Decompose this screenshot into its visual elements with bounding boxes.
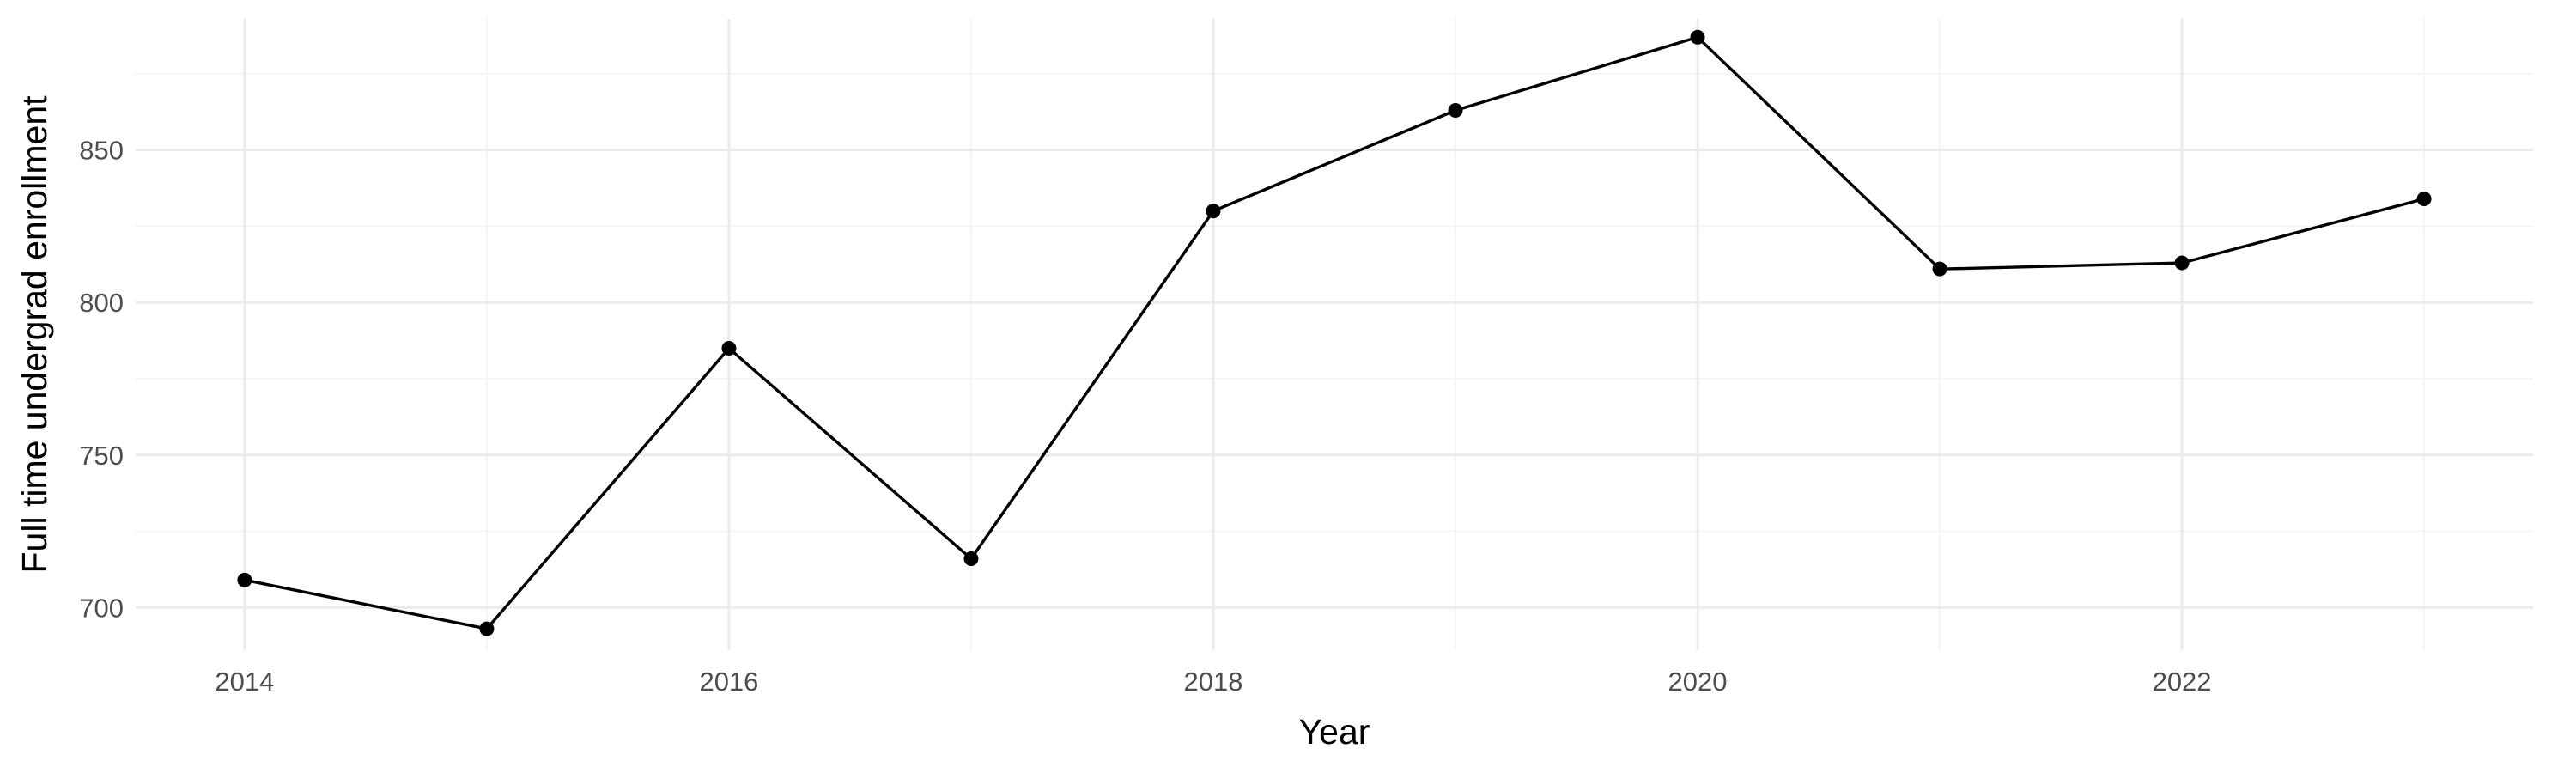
data-point [237,572,252,587]
data-points [237,29,2432,636]
x-axis-title: Year [1299,712,1370,752]
data-point [1448,103,1463,119]
data-point [1206,204,1221,219]
x-tick-label: 2018 [1184,666,1243,697]
y-tick-label: 800 [79,288,124,318]
x-tick-label: 2020 [1668,666,1728,697]
x-tick-label: 2022 [2153,666,2212,697]
y-tick-label: 850 [79,136,124,166]
y-tick-label: 750 [79,441,124,471]
minor-grid [136,19,2533,650]
data-point [2174,255,2190,271]
data-point [1932,261,1947,277]
x-tick-label: 2016 [699,666,758,697]
major-grid [136,19,2533,650]
data-point [2416,191,2432,206]
series-line [244,35,2425,630]
y-axis-title: Full time undergrad enrollment [15,95,54,574]
x-axis-tick-labels: 2014 2016 2018 2020 2022 [215,666,2211,697]
y-axis-tick-labels: 700 750 800 850 [79,136,124,624]
data-point [721,340,737,356]
data-point [479,621,495,636]
x-tick-label: 2014 [215,666,274,697]
data-point [1690,29,1705,45]
data-point [963,551,979,566]
y-tick-label: 700 [79,593,124,623]
